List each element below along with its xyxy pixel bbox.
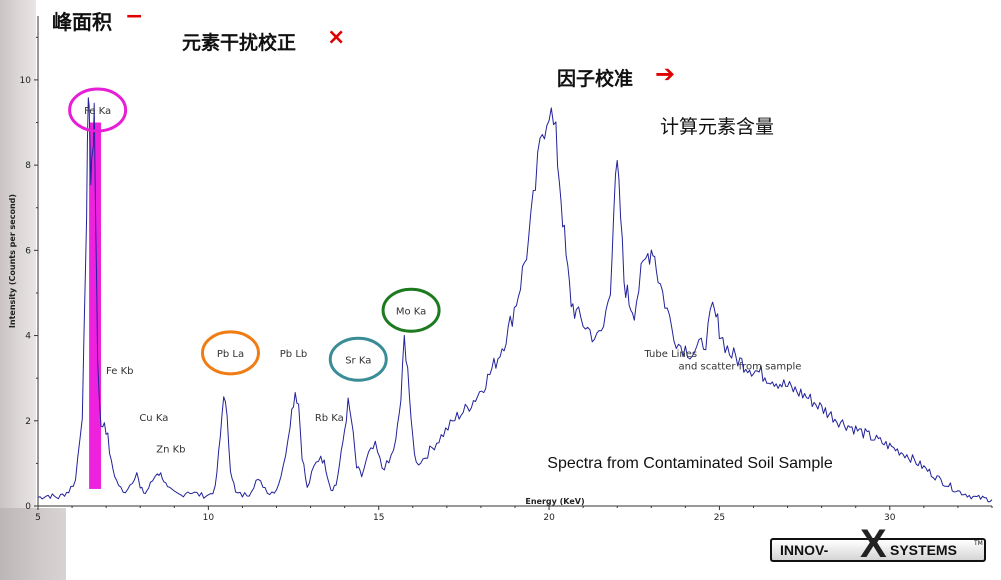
logo-text-left: INNOV- (780, 542, 829, 558)
peak-highlight-circle (328, 336, 388, 382)
peak-highlight-circle (68, 87, 128, 133)
peak-highlight-circle (381, 287, 441, 333)
cross-icon: × (327, 25, 346, 50)
y-tick-label: 2 (25, 417, 31, 427)
lower-left-decoration (0, 508, 66, 580)
x-axis-label: Energy (KeV) (525, 497, 584, 506)
peak-label: Pb La (217, 349, 244, 360)
fe-ka-filled-peak (89, 122, 102, 489)
peak-label: Fe Kb (106, 366, 133, 377)
interference-correction-annotation: 元素干扰校正 (182, 32, 297, 54)
x-tick-label: 5 (35, 513, 41, 523)
x-tick-label: 30 (884, 513, 896, 523)
y-tick-label: 8 (25, 161, 31, 171)
y-axis-label: Intensity (Counts per second) (8, 194, 17, 328)
arrow-right-icon: ➔ (655, 60, 676, 88)
compute-content-annotation: 计算元素含量 (660, 116, 775, 138)
peak-area-annotation: 峰面积 (52, 10, 112, 34)
y-tick-label: 0 (25, 502, 31, 512)
logo-text-right: SYSTEMS (890, 542, 957, 558)
peak-label: Rb Ka (315, 413, 344, 424)
spectrum-line (37, 97, 993, 503)
factor-calibration-annotation: 因子校准 (557, 68, 634, 90)
peak-label: Sr Ka (345, 355, 371, 366)
chart-caption: Spectra from Contaminated Soil Sample (547, 455, 833, 472)
company-logo: INNOV- X SYSTEMS TM (770, 524, 986, 566)
left-decoration-strip (0, 0, 36, 580)
peak-label: and scatter from sample (679, 362, 802, 373)
x-tick-label: 20 (543, 513, 555, 523)
y-tick-label: 10 (20, 76, 32, 86)
peak-highlight-circle (201, 330, 261, 376)
peak-label: Pb Lb (280, 349, 307, 360)
x-tick-label: 10 (203, 513, 215, 523)
peak-label: Cu Ka (139, 413, 168, 424)
logo-trademark: TM (974, 540, 983, 547)
peak-label: Mo Ka (396, 306, 426, 317)
y-tick-label: 4 (25, 332, 31, 342)
logo-x-mark: X (860, 522, 887, 566)
y-tick-label: 6 (25, 246, 31, 256)
peak-label: Tube Lines (643, 349, 697, 360)
peak-label: Fe Ka (84, 106, 111, 117)
x-tick-label: 25 (714, 513, 725, 523)
logo-frame (770, 538, 986, 562)
x-tick-label: 15 (373, 513, 384, 523)
minus-icon: − (125, 4, 144, 29)
peak-label: Zn Kb (156, 445, 185, 456)
